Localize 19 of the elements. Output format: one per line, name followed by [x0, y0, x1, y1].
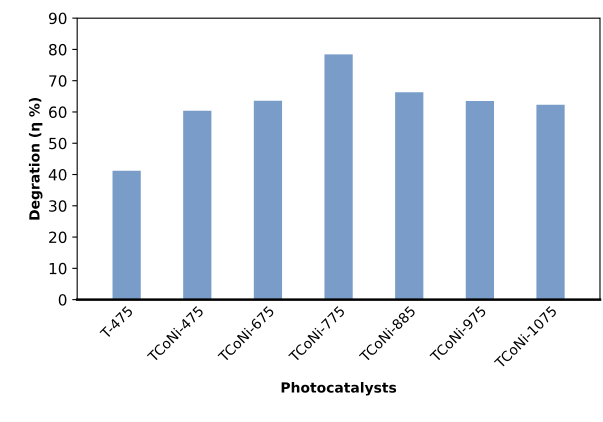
bar [324, 54, 353, 300]
y-axis-title: Degration (η %) [28, 98, 42, 220]
bar [395, 92, 424, 300]
y-tick-label: 80 [49, 44, 66, 56]
y-tick-label: 0 [58, 294, 66, 306]
y-tick-label: 20 [49, 232, 66, 244]
y-tick-label: 40 [48, 168, 66, 181]
y-tick-label: 30 [49, 200, 66, 212]
bar [466, 101, 494, 300]
y-tick-label: 70 [49, 75, 66, 87]
y-tick-label: 60 [49, 106, 66, 118]
y-tick-label: 90 [48, 12, 66, 24]
bar [536, 104, 565, 300]
x-axis-title: Photocatalysts [282, 382, 396, 396]
bar [254, 100, 282, 300]
y-tick-label: 10 [50, 262, 66, 274]
bar [183, 110, 212, 300]
bar [112, 170, 141, 300]
y-tick-label: 50 [49, 138, 66, 150]
